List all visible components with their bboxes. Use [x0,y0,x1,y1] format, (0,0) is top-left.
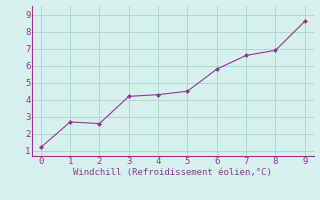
X-axis label: Windchill (Refroidissement éolien,°C): Windchill (Refroidissement éolien,°C) [73,168,272,177]
